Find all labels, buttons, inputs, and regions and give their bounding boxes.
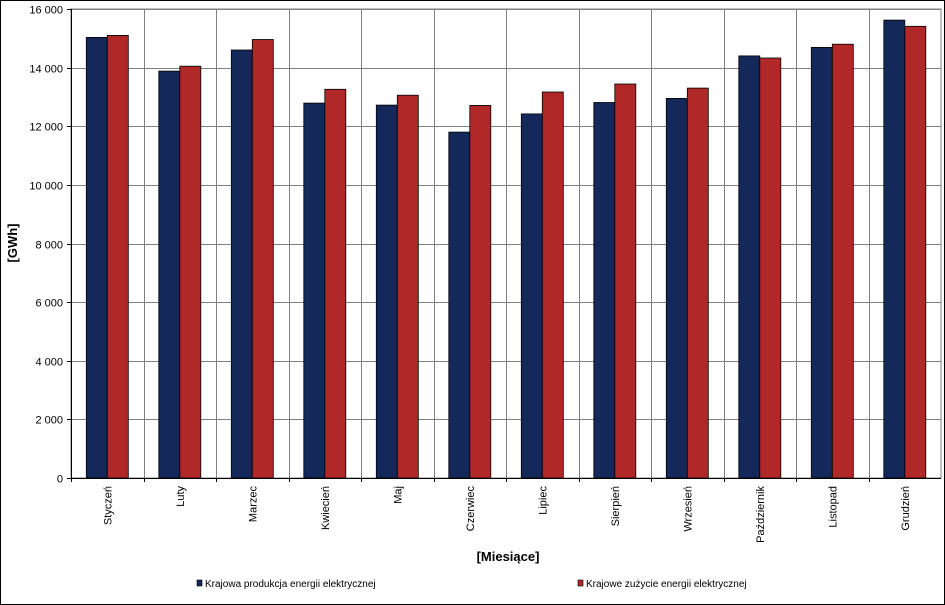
y-tick-label: 10 000 <box>29 181 63 193</box>
y-tick-label: 8 000 <box>35 240 63 252</box>
y-tick-label: 12 000 <box>29 122 63 134</box>
x-tick-labels: Styczeń Luty Marzec Kwiecień Maj Czerwiec Lipi… <box>102 486 912 543</box>
bar-consumption <box>469 105 492 479</box>
x-tick-label: Styczeń <box>102 486 114 525</box>
bar-production <box>883 19 906 479</box>
bar-production <box>230 49 253 479</box>
y-tick-label: 2 000 <box>35 415 63 427</box>
bar-consumption <box>396 94 419 479</box>
x-tick-label: Październik <box>755 486 767 543</box>
bar-production <box>520 113 543 479</box>
legend: Krajowa produkcja energii elektrycznej K… <box>196 579 747 590</box>
x-tick-label: Maj <box>392 486 404 504</box>
x-tick-label: Listopad <box>827 486 839 528</box>
bar-consumption <box>251 39 274 479</box>
bar-production <box>448 131 471 479</box>
x-tick-label: Luty <box>175 486 187 507</box>
bar-consumption <box>686 87 709 479</box>
x-tick-label: Grudzień <box>900 486 912 531</box>
y-tick-label: 0 <box>57 474 63 486</box>
bar-consumption <box>541 91 564 479</box>
bar-production <box>303 102 326 479</box>
bar-consumption <box>831 43 854 479</box>
bar-consumption <box>904 25 927 479</box>
bar-consumption <box>324 88 347 479</box>
x-tick-label: Sierpień <box>610 486 622 526</box>
bar-production <box>593 102 616 479</box>
bar-consumption <box>614 83 637 479</box>
bar-production <box>738 55 761 479</box>
x-axis-title: [Miesiące] <box>477 549 540 564</box>
x-tick-label: Marzec <box>247 486 259 523</box>
bar-production <box>375 104 398 479</box>
bar-consumption <box>759 57 782 479</box>
bar-production <box>665 98 688 479</box>
x-tick-label: Czerwiec <box>465 486 477 532</box>
x-tick-label: Kwiecień <box>320 486 332 530</box>
bar-consumption <box>106 35 129 479</box>
legend-label-production: Krajowa produkcja energii elektrycznej <box>205 579 376 590</box>
legend-swatch-production <box>196 579 203 587</box>
legend-label-consumption: Krajowe zużycie energii elektrycznej <box>586 579 747 590</box>
bar-production <box>85 37 108 479</box>
bar-production <box>810 47 833 479</box>
y-tick-label: 6 000 <box>35 298 63 310</box>
y-axis-title: [GWh] <box>5 224 20 263</box>
axes <box>67 9 941 482</box>
x-tick-label: Lipiec <box>537 486 549 515</box>
bar-production <box>158 70 181 479</box>
y-tick-label: 4 000 <box>35 357 63 369</box>
legend-swatch-consumption <box>577 579 584 587</box>
gridlines <box>70 8 942 479</box>
bars <box>85 19 927 479</box>
x-tick-label: Wrzesień <box>682 486 694 532</box>
y-tick-label: 16 000 <box>29 5 63 17</box>
y-tick-label: 14 000 <box>29 64 63 76</box>
y-tick-labels: 0 2 000 4 000 6 000 8 000 10 000 12 000 14 000 1… <box>29 5 63 486</box>
bar-consumption <box>179 65 202 479</box>
